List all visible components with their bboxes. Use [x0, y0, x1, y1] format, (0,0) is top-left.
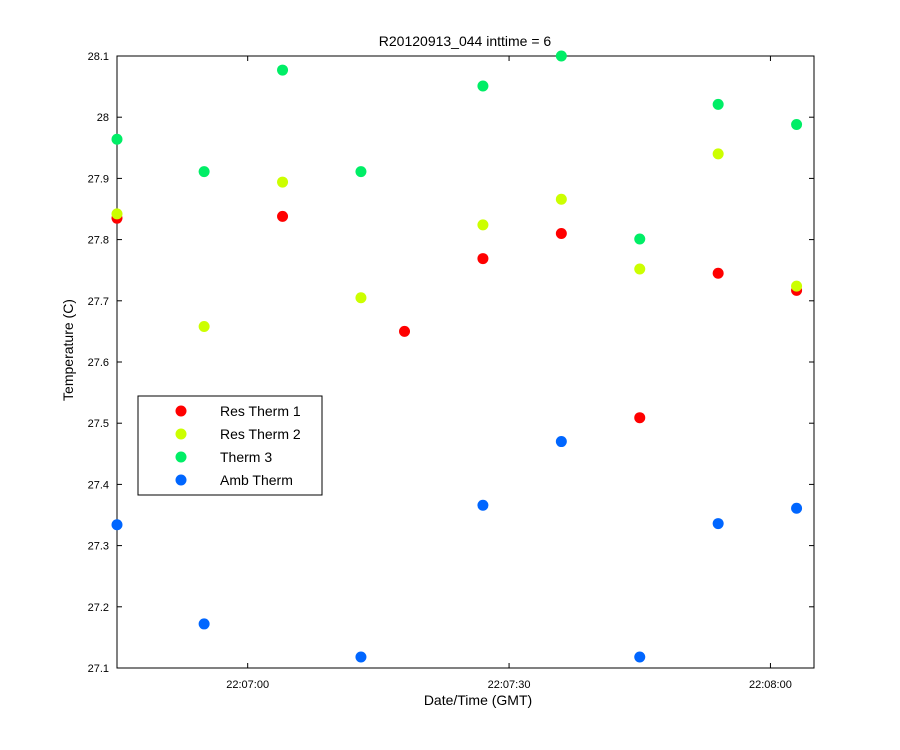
data-point-res-therm-2 — [634, 263, 646, 275]
data-point-res-therm-1 — [712, 267, 724, 279]
data-point-therm-3 — [634, 233, 646, 245]
x-tick-label: 22:07:30 — [488, 679, 531, 691]
x-tick-label: 22:08:00 — [749, 679, 792, 691]
legend-label: Res Therm 1 — [220, 403, 301, 419]
legend-marker — [175, 451, 187, 463]
y-tick-label: 27.9 — [88, 173, 109, 185]
x-axis-label: Date/Time (GMT) — [424, 692, 532, 708]
data-point-res-therm-1 — [399, 325, 411, 337]
data-point-amb-therm — [477, 499, 489, 511]
y-tick-label: 28.1 — [88, 51, 109, 63]
data-point-amb-therm — [355, 651, 367, 663]
y-tick-label: 27.5 — [88, 418, 109, 430]
data-point-res-therm-1 — [634, 412, 646, 424]
data-point-amb-therm — [712, 518, 724, 530]
data-point-res-therm-2 — [477, 219, 489, 231]
data-point-res-therm-2 — [355, 292, 367, 304]
data-point-res-therm-1 — [555, 227, 567, 239]
data-point-amb-therm — [791, 502, 803, 514]
legend-marker — [175, 474, 187, 486]
x-tick-label: 22:07:00 — [226, 679, 269, 691]
data-point-res-therm-2 — [277, 176, 289, 188]
y-tick-label: 27.8 — [88, 235, 109, 247]
data-point-res-therm-2 — [111, 208, 123, 220]
legend-marker — [175, 428, 187, 440]
y-tick-label: 27.7 — [88, 296, 109, 308]
legend: Res Therm 1 Res Therm 2 Therm 3 Amb Therm — [137, 395, 323, 496]
y-tick-label: 27.6 — [88, 357, 109, 369]
y-tick-label: 28 — [97, 112, 109, 124]
data-point-therm-3 — [198, 166, 210, 178]
data-point-therm-3 — [277, 64, 289, 76]
data-point-therm-3 — [477, 80, 489, 92]
legend-marker — [175, 405, 187, 417]
data-point-therm-3 — [712, 98, 724, 110]
legend-box — [137, 395, 323, 496]
data-point-res-therm-2 — [555, 193, 567, 205]
data-point-therm-3 — [355, 166, 367, 178]
plot-area — [116, 55, 815, 669]
y-tick-label: 27.3 — [88, 541, 109, 553]
data-point-amb-therm — [111, 519, 123, 531]
data-point-amb-therm — [555, 436, 567, 448]
data-point-therm-3 — [791, 119, 803, 131]
data-point-res-therm-2 — [791, 280, 803, 292]
data-point-therm-3 — [555, 50, 567, 62]
data-point-amb-therm — [198, 618, 210, 630]
legend-label: Therm 3 — [220, 449, 272, 465]
data-point-res-therm-2 — [198, 321, 210, 333]
chart-title: R20120913_044 inttime = 6 — [379, 33, 552, 49]
y-tick-label: 27.1 — [88, 663, 109, 675]
y-axis: 27.1 27.2 27.3 27.4 27.5 27.6 27.7 27.8 27.9 28 28… — [88, 51, 814, 675]
y-axis-label: Temperature (C) — [60, 299, 76, 401]
data-point-therm-3 — [111, 133, 123, 145]
data-point-res-therm-2 — [712, 148, 724, 160]
data-point-res-therm-1 — [277, 210, 289, 222]
legend-label: Amb Therm — [220, 472, 293, 488]
legend-label: Res Therm 2 — [220, 426, 301, 442]
y-tick-label: 27.2 — [88, 602, 109, 614]
data-point-amb-therm — [634, 651, 646, 663]
y-tick-label: 27.4 — [88, 479, 109, 491]
x-axis: 22:07:00 22:07:30 22:08:00 — [226, 56, 792, 691]
data-point-res-therm-1 — [477, 253, 489, 265]
data-points — [111, 50, 803, 663]
